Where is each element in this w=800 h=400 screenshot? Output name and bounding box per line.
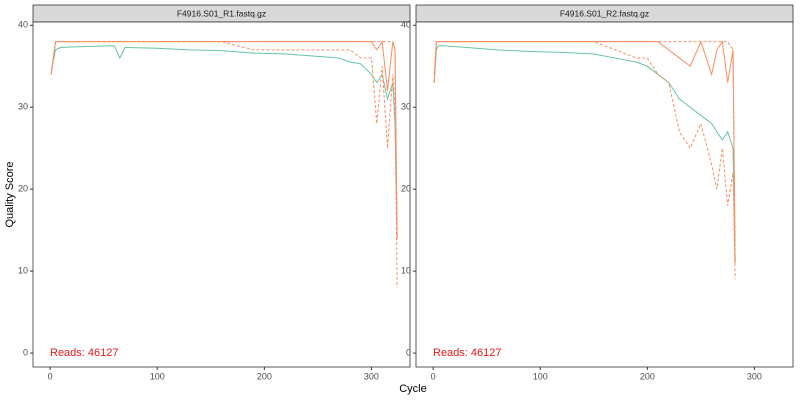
- x-axis-title: Cycle: [399, 383, 427, 395]
- series-line: [50, 45, 398, 239]
- series-line: [433, 41, 736, 263]
- x-tick-label: 200: [257, 371, 272, 381]
- reads-annotation: Reads: 46127: [50, 347, 119, 359]
- y-tick-label: 30: [18, 102, 28, 112]
- y-tick-label: 10: [401, 265, 411, 275]
- facet-title: F4916.S01_R2.fastq.gz: [560, 8, 649, 18]
- y-tick-label: 30: [401, 102, 411, 112]
- panel: [415, 21, 794, 368]
- y-tick-label: 40: [401, 20, 411, 30]
- y-tick-label: 20: [18, 184, 28, 194]
- y-axis-title: Quality Score: [4, 161, 16, 227]
- x-tick-label: 0: [48, 371, 53, 381]
- x-tick-label: 300: [747, 371, 762, 381]
- y-tick-label: 40: [18, 20, 28, 30]
- series-line: [433, 45, 736, 263]
- x-tick-label: 200: [640, 371, 655, 381]
- series-line: [50, 41, 398, 239]
- y-tick-label: 0: [23, 347, 28, 357]
- x-tick-label: 300: [364, 371, 379, 381]
- x-tick-label: 0: [431, 371, 436, 381]
- y-tick-label: 10: [18, 265, 28, 275]
- facet-title: F4916.S01_R1.fastq.gz: [177, 8, 266, 18]
- x-tick-label: 100: [150, 371, 165, 381]
- series-line: [433, 41, 736, 280]
- y-tick-label: 20: [401, 184, 411, 194]
- reads-annotation: Reads: 46127: [433, 347, 502, 359]
- panel: [32, 21, 411, 368]
- x-tick-label: 100: [533, 371, 548, 381]
- y-tick-label: 0: [406, 347, 411, 357]
